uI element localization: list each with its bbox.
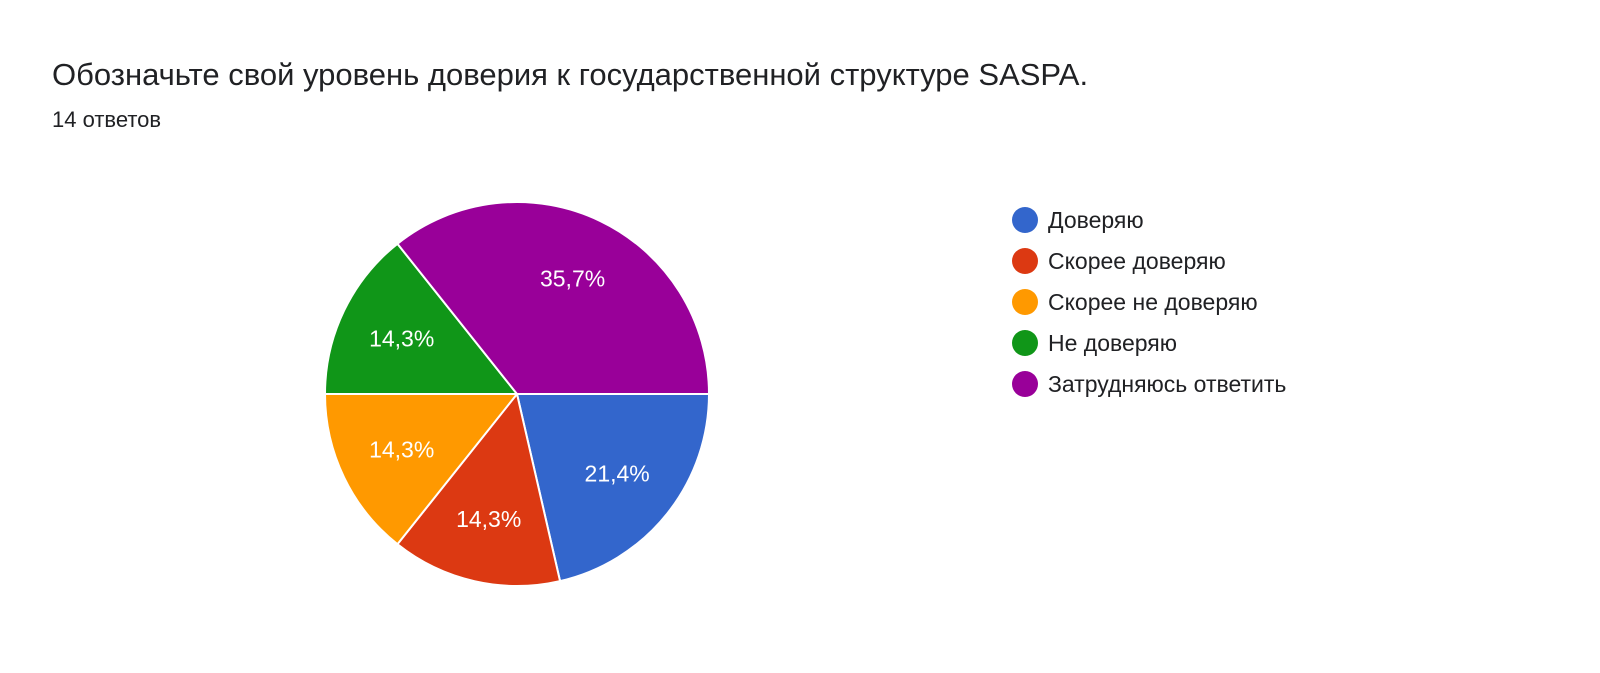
chart-title: Обозначьте свой уровень доверия к госуда… bbox=[52, 57, 1089, 92]
legend-label: Доверяю bbox=[1048, 206, 1144, 233]
pie-slice-2[interactable] bbox=[396, 391, 562, 587]
legend-swatch-icon bbox=[1012, 247, 1038, 274]
pie-slice-1[interactable] bbox=[515, 393, 711, 583]
legend-label: Не доверяю bbox=[1048, 329, 1177, 356]
pie-slice-3[interactable] bbox=[323, 393, 520, 546]
pie-slice-label-1: 21,4% bbox=[585, 461, 650, 487]
pie-chart: 21,4% 14,3% 14,3% 14,3% 35,7% bbox=[323, 201, 711, 587]
response-count: 14 ответов bbox=[52, 107, 162, 132]
legend-item-5[interactable]: Затрудняюсь ответить bbox=[1012, 363, 1286, 404]
legend-swatch-icon bbox=[1012, 329, 1038, 356]
legend-item-4[interactable]: Не доверяю bbox=[1012, 322, 1286, 363]
pie-slice-5[interactable] bbox=[396, 201, 711, 395]
legend-label: Затрудняюсь ответить bbox=[1048, 370, 1287, 397]
legend-label: Скорее доверяю bbox=[1048, 247, 1226, 274]
pie-slice-label-3: 14,3% bbox=[369, 437, 434, 463]
chart-legend: Доверяю Скорее доверяю Скорее не доверяю Не… bbox=[1012, 199, 1286, 404]
pie-slice-label-5: 35,7% bbox=[540, 266, 605, 292]
legend-swatch-icon bbox=[1012, 370, 1038, 397]
legend-item-3[interactable]: Скорее не доверяю bbox=[1012, 281, 1286, 322]
legend-swatch-icon bbox=[1012, 288, 1038, 315]
legend-item-1[interactable]: Доверяю bbox=[1012, 199, 1286, 240]
legend-label: Скорее не доверяю bbox=[1048, 288, 1258, 315]
legend-item-2[interactable]: Скорее доверяю bbox=[1012, 240, 1286, 281]
pie-slice-4[interactable] bbox=[323, 242, 520, 395]
pie-slice-label-2: 14,3% bbox=[456, 506, 521, 532]
pie-slice-label-4: 14,3% bbox=[369, 325, 434, 351]
legend-swatch-icon bbox=[1012, 206, 1038, 233]
